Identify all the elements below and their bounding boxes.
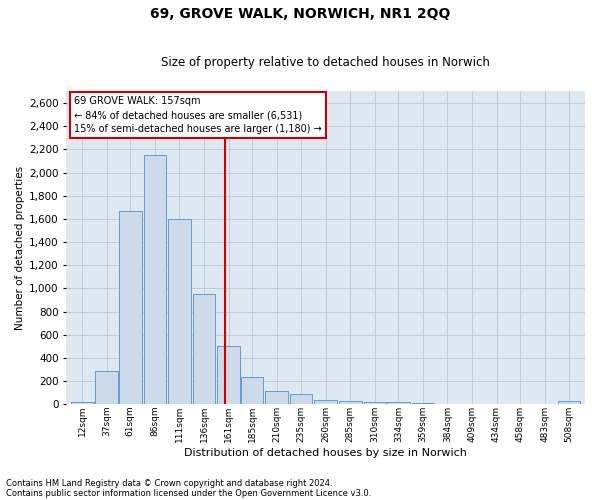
Text: 69 GROVE WALK: 157sqm
← 84% of detached houses are smaller (6,531)
15% of semi-d: 69 GROVE WALK: 157sqm ← 84% of detached …: [74, 96, 322, 134]
Bar: [119, 211, 142, 404]
Bar: [71, 402, 94, 404]
Text: 69, GROVE WALK, NORWICH, NR1 2QQ: 69, GROVE WALK, NORWICH, NR1 2QQ: [150, 8, 450, 22]
Bar: [193, 294, 215, 404]
Bar: [290, 394, 313, 404]
Title: Size of property relative to detached houses in Norwich: Size of property relative to detached ho…: [161, 56, 490, 70]
Bar: [217, 346, 240, 404]
Bar: [387, 402, 410, 404]
Bar: [168, 219, 191, 404]
Bar: [314, 400, 337, 404]
Bar: [339, 400, 362, 404]
X-axis label: Distribution of detached houses by size in Norwich: Distribution of detached houses by size …: [184, 448, 467, 458]
Y-axis label: Number of detached properties: Number of detached properties: [15, 166, 25, 330]
Bar: [364, 402, 386, 404]
Text: Contains HM Land Registry data © Crown copyright and database right 2024.: Contains HM Land Registry data © Crown c…: [6, 478, 332, 488]
Bar: [265, 392, 288, 404]
Bar: [558, 400, 580, 404]
Text: Contains public sector information licensed under the Open Government Licence v3: Contains public sector information licen…: [6, 488, 371, 498]
Bar: [143, 155, 166, 404]
Bar: [95, 370, 118, 404]
Bar: [241, 377, 263, 404]
